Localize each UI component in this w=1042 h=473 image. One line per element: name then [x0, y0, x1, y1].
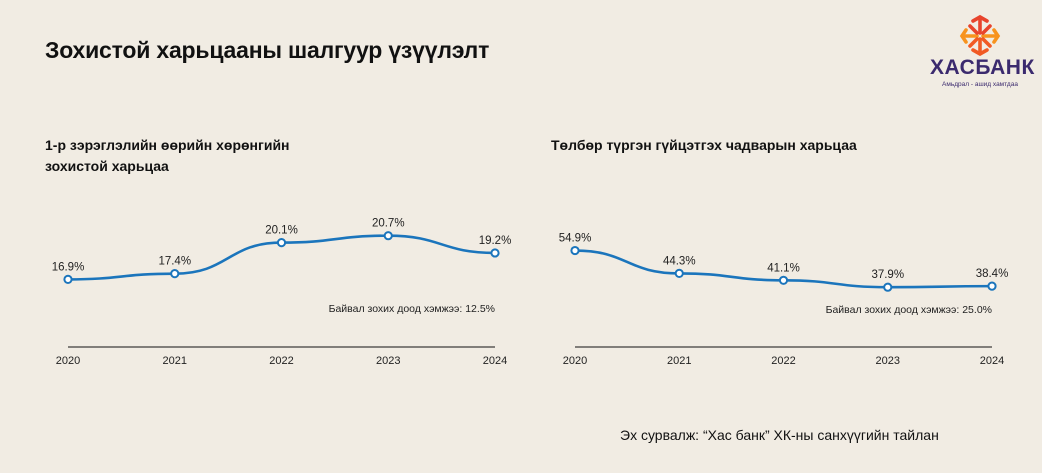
chart2-data-label: 41.1%: [767, 262, 800, 274]
chart2-min-threshold-note: Байвал зохих доод хэмжээ: 25.0%: [826, 304, 992, 316]
chart1-data-label: 20.7%: [372, 218, 405, 230]
chart1-data-label: 19.2%: [479, 235, 512, 247]
chart1-data-label: 16.9%: [52, 261, 85, 273]
chart1-point: [170, 269, 180, 279]
chart2-point: [674, 268, 684, 278]
chart1-tick-label: 2021: [163, 355, 187, 367]
chart2-title-line1: Төлбөр түргэн гүйцэтгэх чадварын харьцаа: [551, 137, 857, 153]
chart1-data-label: 20.1%: [265, 225, 298, 237]
bank-logo: ХАСБАНК Амьдрал - ашид хамтдаа: [930, 14, 1035, 94]
chart1-point: [276, 238, 287, 248]
chart2-tick-label: 2020: [563, 355, 587, 367]
chart1-title-line2: зохистой харьцаа: [45, 158, 169, 174]
chart2-tick-label: 2023: [876, 355, 900, 367]
chart1-point: [383, 231, 393, 241]
chart2-data-label: 37.9%: [871, 269, 904, 281]
logo-name: ХАСБАНК: [930, 56, 1035, 79]
chart2-title: Төлбөр түргэн гүйцэтгэх чадварын харьцаа: [551, 135, 951, 156]
chart2-point: [987, 281, 997, 291]
page-title: Зохистой харьцааны шалгуур үзүүлэлт: [45, 37, 490, 63]
chart1-tick-label: 2020: [56, 355, 80, 367]
logo-tagline: Амьдрал - ашид хамтдаа: [942, 81, 1018, 88]
chart2-tick-label: 2021: [667, 355, 691, 367]
chart2-data-label: 54.9%: [559, 233, 592, 245]
chart2-point: [570, 245, 580, 256]
chart1-tick-label: 2023: [376, 355, 400, 367]
source-note: Эх сурвалж: “Хас банк” ХК-ны санхүүгийн …: [620, 427, 939, 443]
chart2-data-label: 38.4%: [976, 268, 1009, 280]
chart1-point: [490, 248, 500, 258]
chart2-data-label: 44.3%: [663, 255, 696, 267]
chart2-point: [778, 275, 789, 285]
chart1-title-line1: 1-р зэрэглэлийн өөрийн хөрөнгийн: [45, 137, 290, 153]
chart1-min-threshold-note: Байвал зохих доод хэмжээ: 12.5%: [329, 303, 495, 315]
chart1-tick-label: 2022: [269, 355, 293, 367]
khas-bank-flower-icon: [959, 14, 1001, 57]
chart2-tick-label: 2024: [980, 355, 1004, 367]
chart1-tick-label: 2024: [483, 355, 507, 367]
chart2-point: [883, 282, 893, 292]
chart1-point: [63, 274, 73, 284]
chart1-title: 1-р зэрэглэлийн өөрийн хөрөнгийн зохисто…: [45, 135, 365, 177]
chart2-tick-label: 2022: [771, 355, 795, 367]
chart1-data-label: 17.4%: [158, 256, 191, 268]
